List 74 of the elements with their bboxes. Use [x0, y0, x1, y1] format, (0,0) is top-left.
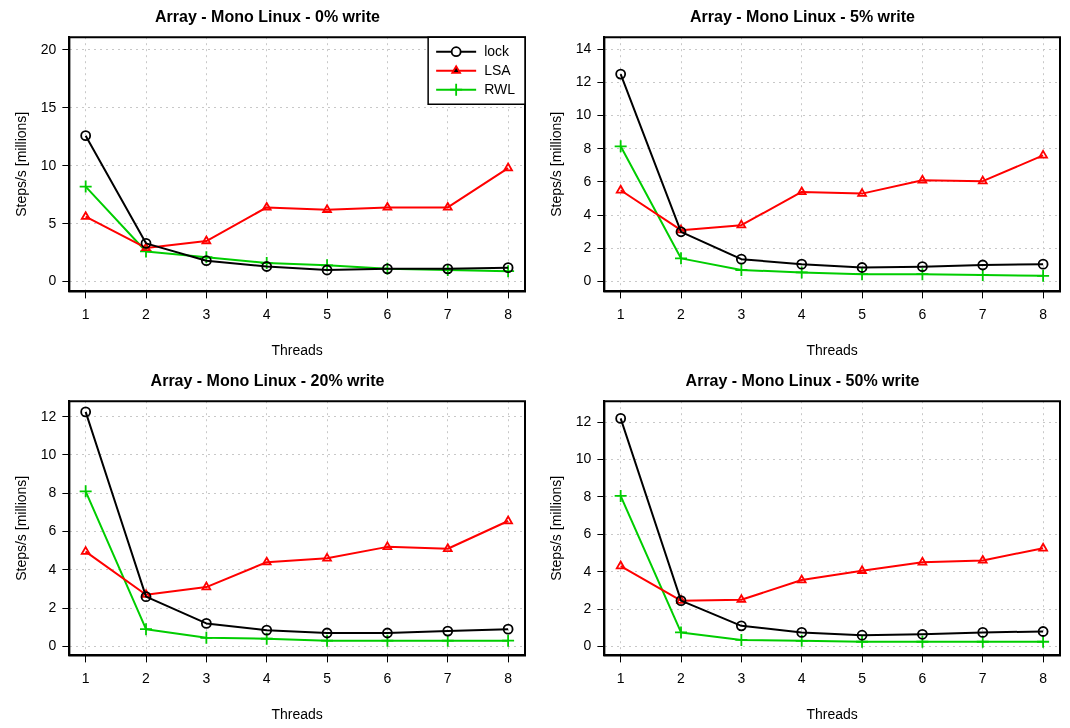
x-tick-label: 2 — [142, 305, 151, 322]
x-tick-label: 5 — [323, 305, 332, 322]
y-tick-label: 5 — [48, 214, 57, 231]
y-tick-label: 2 — [48, 598, 57, 615]
x-tick-label: 7 — [443, 669, 452, 686]
y-tick-label: 4 — [583, 562, 592, 579]
x-tick-label: 8 — [1039, 669, 1048, 686]
y-tick-label: 0 — [583, 637, 592, 654]
y-tick-label: 6 — [583, 172, 592, 189]
x-tick-label: 2 — [677, 305, 686, 322]
x-tick-label: 4 — [262, 305, 271, 322]
y-tick-label: 4 — [583, 206, 592, 223]
x-tick-label: 3 — [737, 669, 746, 686]
x-tick-label: 4 — [797, 305, 806, 322]
y-tick-label: 10 — [40, 445, 57, 462]
chart-title: Array - Mono Linux - 0% write — [155, 8, 381, 26]
y-tick-label: 12 — [40, 407, 57, 424]
legend-label: LSA — [484, 61, 512, 78]
y-tick-label: 20 — [40, 40, 57, 57]
x-tick-label: 1 — [616, 305, 625, 322]
x-tick-label: 3 — [202, 669, 211, 686]
x-tick-label: 5 — [858, 669, 867, 686]
y-tick-label: 12 — [575, 73, 592, 90]
y-tick-label: 4 — [48, 560, 57, 577]
legend-label: RWL — [484, 80, 516, 97]
y-axis-title: Steps/s [millions] — [548, 475, 565, 581]
chart-title: Array - Mono Linux - 50% write — [685, 372, 920, 390]
y-tick-label: 0 — [48, 637, 57, 654]
x-axis-title: Threads — [806, 342, 858, 359]
y-tick-label: 10 — [575, 106, 592, 123]
x-tick-label: 1 — [81, 305, 90, 322]
x-tick-label: 5 — [323, 669, 332, 686]
x-tick-label: 6 — [918, 669, 927, 686]
x-axis-title: Threads — [806, 706, 858, 723]
y-axis-title: Steps/s [millions] — [13, 111, 30, 217]
x-tick-label: 1 — [81, 669, 90, 686]
y-tick-label: 12 — [575, 412, 592, 429]
x-axis-title: Threads — [271, 706, 323, 723]
y-tick-label: 14 — [575, 40, 592, 57]
x-tick-label: 5 — [858, 305, 867, 322]
y-tick-label: 8 — [583, 139, 592, 156]
x-tick-label: 3 — [737, 305, 746, 322]
x-tick-label: 8 — [1039, 305, 1048, 322]
x-tick-label: 8 — [504, 669, 513, 686]
y-tick-label: 10 — [40, 156, 57, 173]
x-tick-label: 7 — [978, 669, 987, 686]
y-axis-title: Steps/s [millions] — [548, 111, 565, 217]
x-tick-label: 4 — [797, 669, 806, 686]
y-tick-label: 0 — [583, 272, 592, 289]
chart-title: Array - Mono Linux - 5% write — [690, 8, 916, 26]
y-tick-label: 8 — [48, 484, 57, 501]
y-tick-label: 6 — [583, 525, 592, 542]
x-tick-label: 6 — [383, 669, 392, 686]
x-tick-label: 6 — [918, 305, 927, 322]
chart-title: Array - Mono Linux - 20% write — [150, 372, 385, 390]
x-tick-label: 3 — [202, 305, 211, 322]
y-tick-label: 8 — [583, 487, 592, 504]
legend-label: lock — [484, 42, 511, 59]
y-tick-label: 15 — [40, 98, 57, 115]
x-tick-label: 1 — [616, 669, 625, 686]
x-tick-label: 2 — [142, 669, 151, 686]
x-tick-label: 7 — [978, 305, 987, 322]
y-tick-label: 2 — [583, 239, 592, 256]
y-axis-title: Steps/s [millions] — [13, 475, 30, 581]
y-tick-label: 0 — [48, 272, 57, 289]
x-tick-label: 6 — [383, 305, 392, 322]
x-axis-title: Threads — [271, 342, 323, 359]
y-tick-label: 2 — [583, 599, 592, 616]
y-tick-label: 10 — [575, 450, 592, 467]
x-tick-label: 7 — [443, 305, 452, 322]
x-tick-label: 2 — [677, 669, 686, 686]
y-tick-label: 6 — [48, 522, 57, 539]
x-tick-label: 8 — [504, 305, 513, 322]
x-tick-label: 4 — [262, 669, 271, 686]
